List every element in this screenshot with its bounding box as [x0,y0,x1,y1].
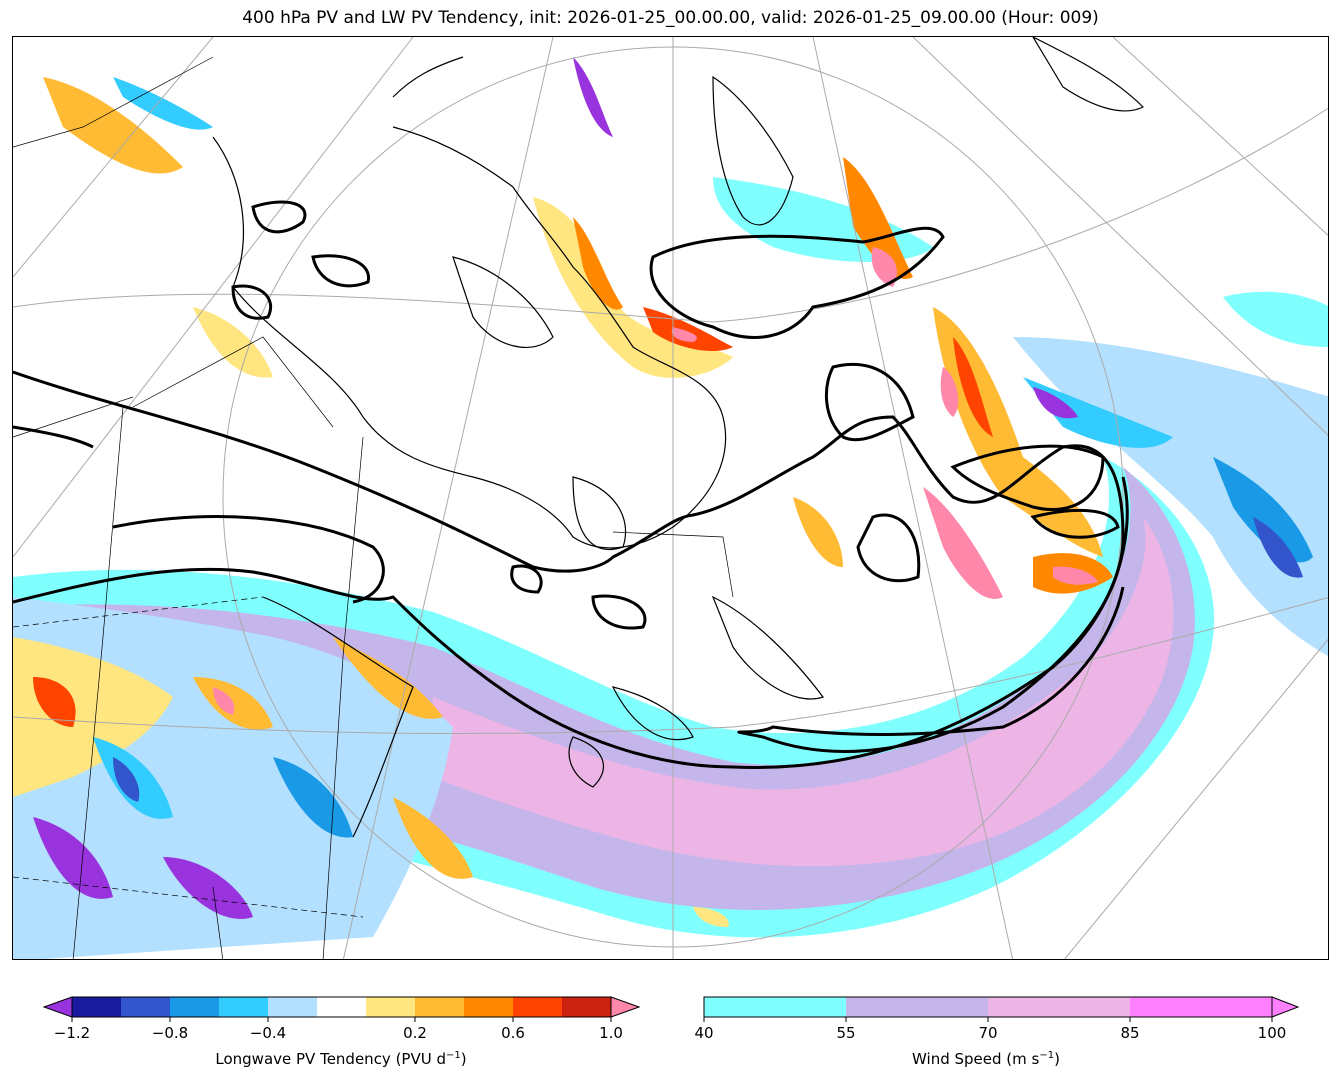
pv-cbar-extend-high [610,996,641,1018]
pv-contour-polar [824,362,915,442]
wind-cbar-segment [1130,997,1273,1017]
graticule [13,37,1328,959]
pv-label-main: Longwave PV Tendency (PVU d [215,1050,447,1068]
pv-cbar-segment [317,997,367,1017]
pv-cbar-segment [513,997,563,1017]
map-panel [12,36,1329,960]
wind-cbar-segment [846,997,989,1017]
pv-tendency-shading [13,57,1328,959]
pv-region-north [533,197,733,378]
pv-cbar-tick-label: −1.2 [53,1024,91,1042]
wind-speed-colorbar-label: Wind Speed (m s−1) [912,1050,1060,1068]
pv-contour-inner [13,476,1129,769]
pv-cbar-segment [562,997,612,1017]
pv-cbar-segment [464,997,514,1017]
pv-cbar-segment [415,997,465,1017]
pv-cbar-outline [71,996,612,1018]
wind-cbar-tick-label: 85 [1120,1024,1140,1042]
pv-cbar-segment [366,997,416,1017]
wind-label-main: Wind Speed (m s [912,1050,1040,1068]
wind-label-exponent: −1 [1039,1050,1055,1061]
wind-speed-colorbar-svg [703,996,1300,1022]
wind-cbar-extend-high [1271,996,1300,1018]
pv-label-end: ) [460,1050,467,1068]
pv-cbar-tick-label: 0.6 [501,1024,525,1042]
pv-cbar-tick-label: 0.2 [403,1024,427,1042]
pv-cbar-tick-label: −0.4 [249,1024,287,1042]
wind-cbar-segment [988,997,1131,1017]
pv-tendency-colorbar-label: Longwave PV Tendency (PVU d−1) [215,1050,466,1068]
pv-contours [13,200,1129,769]
pv-label-exponent: −1 [446,1050,461,1061]
wind-cbar-tick-label: 55 [836,1024,856,1042]
pv-region-east [933,307,1103,557]
pv-cbar-tick-label: −0.8 [151,1024,189,1042]
wind-label-end: ) [1054,1050,1060,1068]
pv-contour-north [649,226,945,339]
pv-tendency-colorbar [42,996,641,1022]
pv-cbar-segment [170,997,220,1017]
wind-cbar-segment [704,997,847,1017]
pv-cbar-segment [268,997,318,1017]
wind-speed-colorbar [703,996,1300,1022]
pv-cbar-segment [219,997,269,1017]
figure-title: 400 hPa PV and LW PV Tendency, init: 202… [242,8,1099,28]
pv-cbar-segment [121,997,171,1017]
pv-cbar-tick-label: 1.0 [599,1024,623,1042]
wind-cbar-tick-label: 70 [978,1024,998,1042]
wind-cbar-tick-label: 40 [694,1024,714,1042]
map-canvas [13,37,1328,959]
wind-cbar-tick-label: 100 [1257,1024,1287,1042]
pv-cbar-segment [72,997,122,1017]
coastlines [212,37,1145,838]
wind-band-70 [433,517,1174,867]
pv-tendency-colorbar-svg [42,996,641,1022]
pv-cbar-extend-low [42,996,73,1018]
